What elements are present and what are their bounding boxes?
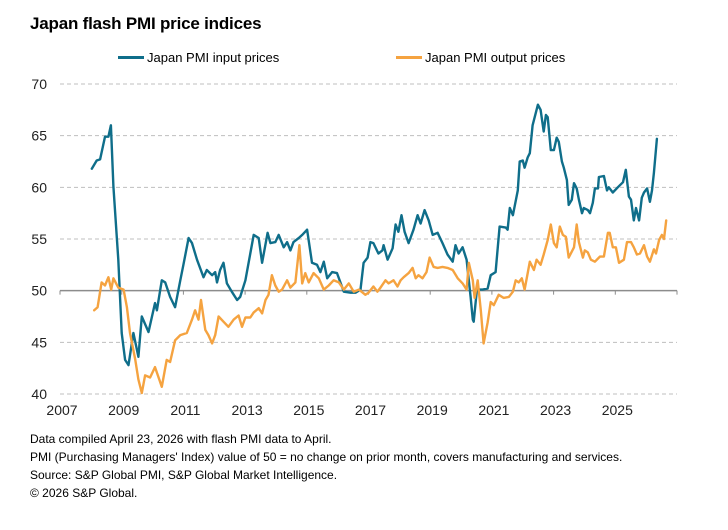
legend-swatch-input (118, 56, 144, 59)
y-tick-label: 45 (31, 334, 47, 350)
x-tick-label: 2023 (540, 402, 571, 418)
y-tick-label: 40 (31, 386, 47, 402)
y-tick-label: 65 (31, 128, 47, 144)
x-tick-label: 2025 (602, 402, 633, 418)
x-axis: 2007 2009 2011 2013 2015 2017 2019 2021 2023 2025 (46, 289, 678, 418)
x-tick-label: 2013 (232, 402, 263, 418)
x-tick-label: 2019 (417, 402, 448, 418)
legend-swatch-output (396, 56, 422, 59)
x-tick-label: 2015 (293, 402, 324, 418)
legend-label-output: Japan PMI output prices (425, 50, 566, 65)
chart-title: Japan flash PMI price indices (30, 14, 262, 33)
y-tick-label: 50 (31, 283, 47, 299)
series-line-output-prices (93, 219, 668, 395)
x-tick-label: 2007 (46, 402, 77, 418)
legend-item-output: Japan PMI output prices (396, 50, 565, 65)
gridlines (60, 83, 677, 395)
series-line-input-prices (90, 103, 659, 367)
chart-legend: Japan PMI input prices Japan PMI output … (0, 50, 728, 70)
footnote-definition: PMI (Purchasing Managers' Index) value o… (30, 450, 623, 464)
legend-item-input: Japan PMI input prices (118, 50, 279, 65)
y-tick-label: 60 (31, 179, 47, 195)
footnotes: Data compiled April 23, 2026 with flash … (30, 430, 622, 502)
series-lines (90, 103, 668, 395)
x-tick-label: 2021 (478, 402, 509, 418)
footnote-source: Source: S&P Global PMI, S&P Global Marke… (30, 468, 338, 482)
legend-label-input: Japan PMI input prices (147, 50, 280, 65)
footnote-copyright: © 2026 S&P Global. (30, 486, 138, 500)
x-tick-label: 2017 (355, 402, 386, 418)
footnote-compiled: Data compiled April 23, 2026 with flash … (30, 432, 332, 446)
x-tick-label: 2009 (108, 402, 139, 418)
y-tick-label: 55 (31, 231, 47, 247)
y-tick-label: 70 (31, 76, 47, 92)
x-tick-label: 2011 (170, 402, 200, 418)
y-axis: 40 45 50 55 60 65 70 (31, 76, 47, 402)
